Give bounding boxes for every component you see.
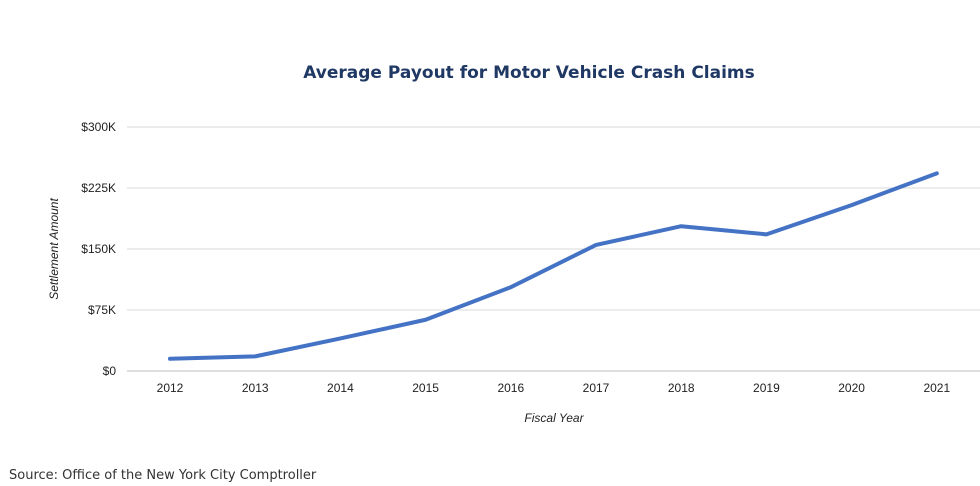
chart-title: Average Payout for Motor Vehicle Crash C… (303, 63, 755, 83)
x-tick-label: 2016 (497, 381, 524, 395)
grid-lines (127, 126, 980, 372)
series-line (168, 171, 939, 361)
y-tick-labels: $0 $75K $150K $225K $300K (81, 120, 116, 378)
y-tick-label: $75K (88, 303, 116, 317)
x-tick-label: 2020 (838, 381, 865, 395)
x-tick-labels: 2012 2013 2014 2015 2016 2017 2018 2019 2020 2021 (157, 381, 951, 395)
series-lines (168, 171, 939, 361)
x-tick-label: 2019 (753, 381, 780, 395)
x-tick-label: 2014 (327, 381, 354, 395)
y-tick-label: $300K (81, 120, 116, 134)
x-tick-label: 2018 (668, 381, 695, 395)
x-axis-label: Fiscal Year (524, 411, 584, 425)
x-tick-label: 2021 (923, 381, 950, 395)
line-chart: Average Payout for Motor Vehicle Crash C… (47, 63, 980, 425)
x-tick-label: 2012 (157, 381, 184, 395)
y-axis-label: Settlement Amount (47, 198, 61, 300)
y-tick-label: $225K (81, 181, 116, 195)
y-tick-label: $150K (81, 242, 116, 256)
y-tick-label: $0 (103, 364, 117, 378)
source-note: Source: Office of the New York City Comp… (9, 468, 317, 483)
x-tick-label: 2015 (412, 381, 439, 395)
x-tick-label: 2017 (583, 381, 610, 395)
x-tick-label: 2013 (242, 381, 269, 395)
